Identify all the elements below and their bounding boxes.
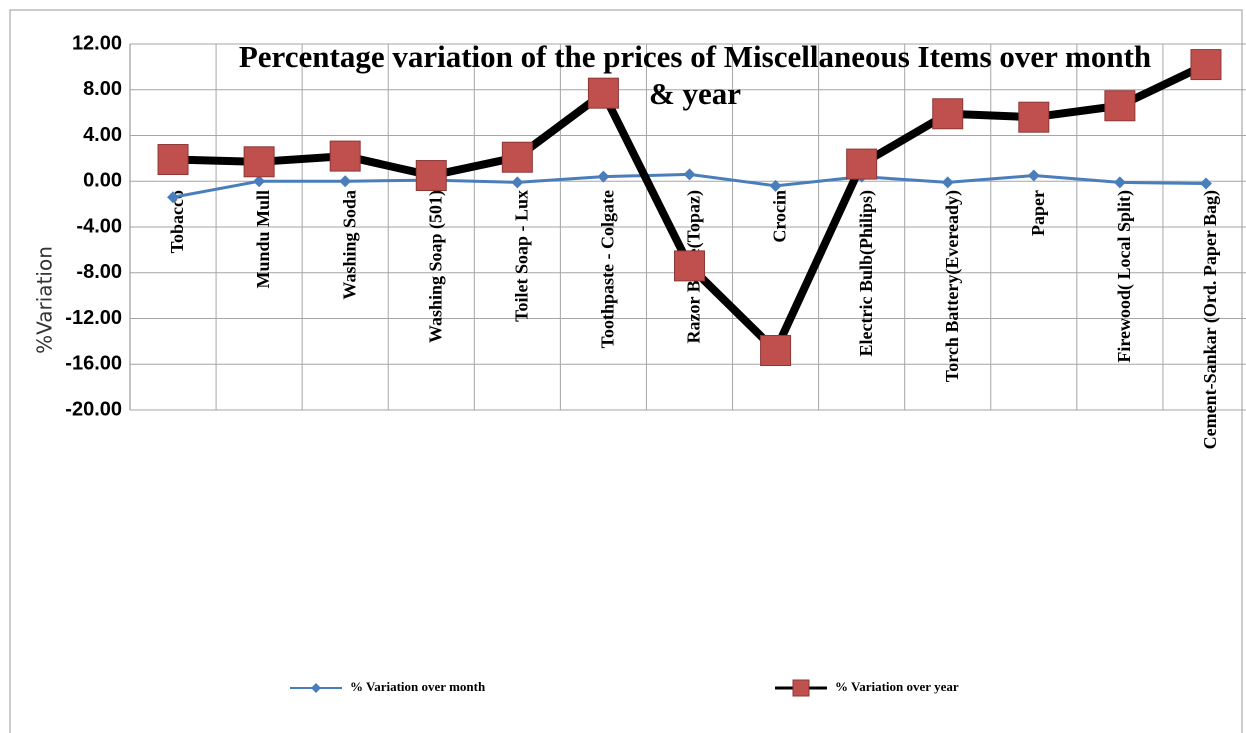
marker	[597, 170, 610, 183]
y-tick-label: 0.00	[83, 170, 122, 192]
y-tick-label: 12.00	[72, 32, 122, 54]
marker	[243, 146, 275, 178]
marker	[339, 175, 352, 188]
y-tick-label: 4.00	[83, 124, 122, 146]
marker	[587, 77, 619, 109]
marker	[253, 175, 266, 188]
y-tick-label: 8.00	[83, 78, 122, 100]
marker	[846, 148, 878, 180]
marker	[1199, 177, 1212, 190]
marker	[1018, 101, 1050, 133]
marker	[1113, 176, 1126, 189]
x-tick-label: Toilet Soap - Lux	[511, 190, 531, 322]
marker	[932, 98, 964, 130]
marker	[415, 160, 447, 192]
marker	[157, 144, 189, 176]
marker	[501, 141, 533, 173]
chart-title: Percentage variation of the prices of Mi…	[238, 39, 1152, 111]
marker	[941, 176, 954, 189]
marker	[329, 140, 361, 172]
legend-label: % Variation over month	[350, 679, 486, 694]
y-tick-label: -16.00	[65, 353, 122, 375]
marker	[1027, 169, 1040, 182]
x-tick-label: Washing Soda	[339, 190, 359, 300]
x-tick-label: Paper	[1028, 190, 1048, 236]
y-tick-label: -20.00	[65, 398, 122, 420]
legend-label: % Variation over year	[835, 679, 959, 694]
marker	[674, 250, 705, 282]
chart-border	[9, 9, 1243, 733]
marker	[769, 179, 782, 192]
y-tick-label: -12.00	[65, 307, 122, 329]
legend-marker	[792, 679, 810, 697]
x-tick-label: Cement-Sankar (Ord. Paper Bag)	[1200, 190, 1221, 449]
marker	[511, 176, 524, 189]
x-tick-label: Mundu Mull	[253, 190, 273, 289]
marker	[1190, 49, 1222, 81]
x-tick-label: Firewood( Local Split)	[1114, 190, 1135, 363]
x-tick-label: Torch Battery(Eveready)	[942, 190, 963, 382]
y-tick-label: -4.00	[76, 215, 122, 237]
marker	[760, 335, 792, 367]
marker	[1104, 90, 1136, 122]
legend-marker	[311, 683, 321, 693]
x-tick-label: Tobacco	[167, 190, 187, 253]
marker	[167, 191, 180, 204]
x-tick-label: Toothpaste - Colgate	[598, 190, 618, 348]
x-tick-label: Washing Soap (501)	[425, 190, 446, 343]
y-tick-label: -8.00	[76, 261, 122, 283]
x-tick-label: Electric Bulb(Philips)	[856, 190, 877, 357]
x-tick-label: Crocin	[770, 190, 790, 243]
marker	[683, 168, 696, 181]
y-axis-label: %Variation	[33, 246, 57, 354]
